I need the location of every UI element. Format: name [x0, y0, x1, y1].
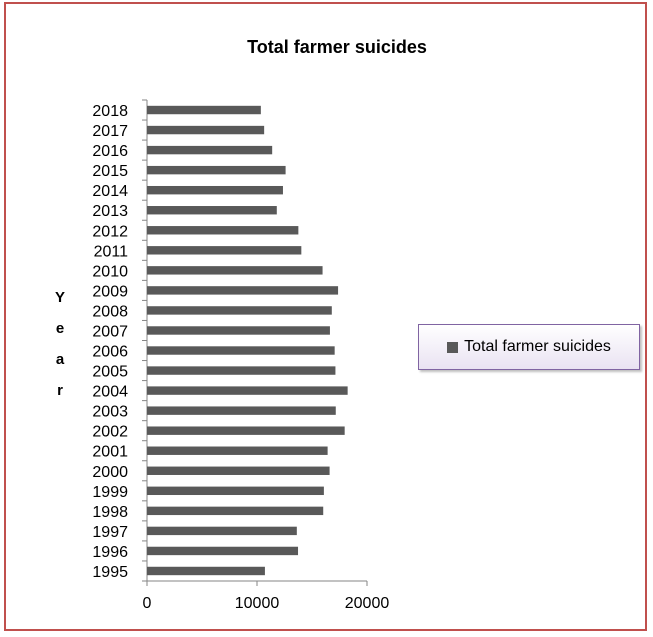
y-tick-label-2003: 2003 [92, 404, 128, 421]
x-tick-label-20000: 20000 [345, 595, 390, 612]
bar-2007 [147, 326, 330, 335]
bar-2013 [147, 206, 277, 215]
bar-2017 [147, 125, 265, 135]
bar-2009 [147, 286, 339, 295]
y-tick-label-2002: 2002 [92, 424, 128, 441]
bar-2012 [147, 226, 299, 235]
y-tick-label-2014: 2014 [92, 183, 128, 200]
bar-2016 [147, 145, 273, 155]
bar-2004 [147, 386, 348, 395]
bar-2005 [147, 366, 336, 375]
bar-2010 [147, 266, 323, 275]
bar-1996 [147, 546, 299, 556]
legend-label: Total farmer suicides [464, 338, 611, 355]
y-tick-label-2004: 2004 [92, 384, 128, 401]
bar-2001 [147, 446, 328, 455]
y-tick-label-2000: 2000 [92, 464, 128, 481]
y-axis-tick-labels: 1995 1996 1997 1998 1999 2000 2001 2002 2003 2004… [92, 103, 128, 581]
bar-2015 [147, 165, 286, 175]
y-tick-label-1996: 1996 [92, 544, 128, 561]
y-axis-ticks [142, 99, 147, 582]
bar-1999 [147, 486, 324, 496]
y-tick-label-2005: 2005 [92, 364, 128, 381]
bar-2000 [147, 466, 330, 475]
x-axis-tick-labels: 0 10000 20000 [143, 595, 390, 612]
legend: Total farmer suicides [418, 324, 640, 370]
bar-1997 [147, 526, 297, 536]
y-tick-label-1995: 1995 [92, 564, 128, 581]
legend-swatch [447, 341, 459, 353]
y-tick-label-1997: 1997 [92, 524, 128, 541]
x-tick-label-0: 0 [143, 595, 152, 612]
y-tick-label-2011: 2011 [94, 243, 129, 260]
bar-2002 [147, 426, 345, 435]
y-tick-label-2008: 2008 [92, 303, 128, 320]
bar-2011 [147, 246, 302, 255]
bar-2018 [147, 105, 261, 115]
y-tick-label-2001: 2001 [92, 444, 128, 461]
y-tick-label-2006: 2006 [92, 344, 128, 361]
y-tick-label-2009: 2009 [92, 283, 128, 300]
y-tick-label-1999: 1999 [92, 484, 128, 501]
y-tick-label-2013: 2013 [92, 203, 128, 220]
y-tick-label-2016: 2016 [92, 143, 128, 160]
bar-1998 [147, 506, 324, 516]
bar-1995 [147, 566, 265, 576]
x-tick-label-10000: 10000 [235, 595, 280, 612]
y-tick-label-2007: 2007 [92, 323, 128, 340]
y-axis-label-letter: r [57, 382, 63, 399]
bar-series [147, 105, 348, 576]
y-tick-label-2017: 2017 [92, 123, 128, 140]
y-tick-label-2012: 2012 [92, 223, 128, 240]
y-tick-label-2015: 2015 [92, 163, 128, 180]
bar-2006 [147, 346, 335, 355]
y-axis-label-letter: Y [55, 289, 65, 306]
bar-2008 [147, 306, 332, 315]
bar-2014 [147, 185, 283, 195]
y-tick-label-2010: 2010 [92, 263, 128, 280]
y-axis-label-letter: e [56, 320, 64, 337]
x-axis-ticks [146, 581, 368, 586]
y-tick-label-1998: 1998 [92, 504, 128, 521]
y-axis-label-letter: a [56, 351, 65, 368]
chart-title: Total farmer suicides [247, 37, 427, 57]
y-tick-label-2018: 2018 [92, 103, 128, 120]
bar-2003 [147, 406, 336, 415]
